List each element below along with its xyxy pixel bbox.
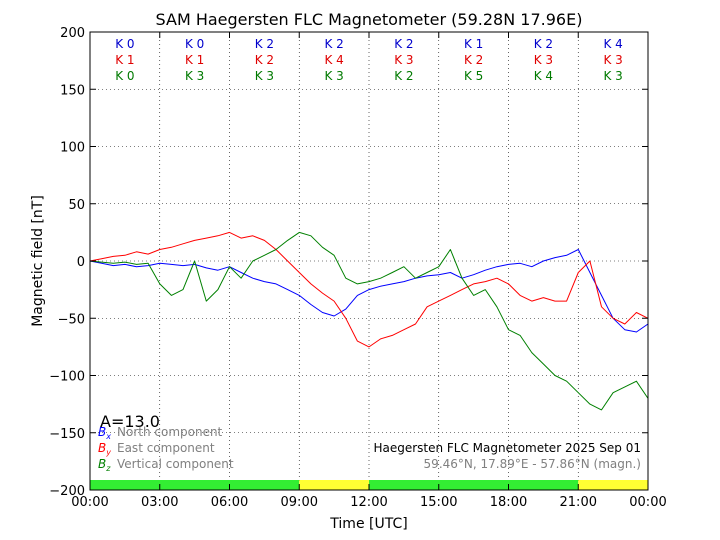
station-info-line2: 59.46°N, 17.89°E - 57.86°N (magn.): [424, 457, 641, 471]
y-tick-label-1: −150: [49, 427, 85, 442]
k-index-north-4: K 2: [394, 37, 413, 51]
k-index-table: K 0 K 0 K 2 K 2 K 2 K 1 K 2 K 4 K 1 K 1 K 2 K 4 K 3 K…: [115, 37, 623, 83]
x-tick-label-0: 00:00: [71, 495, 108, 510]
k-index-north-7: K 4: [603, 37, 622, 51]
x-tick-label-5: 15:00: [420, 495, 457, 510]
x-tick-label-6: 18:00: [490, 495, 527, 510]
k-index-east-6: K 3: [534, 53, 553, 67]
y-tick-label-4: 0: [77, 255, 85, 270]
activity-segment-0: [90, 480, 300, 490]
legend-label-north: North component: [117, 425, 223, 439]
legend-symbol-vertical: Bz: [98, 457, 111, 473]
y-tick-label-3: −50: [58, 312, 85, 327]
k-index-east-7: K 3: [603, 53, 622, 67]
k-index-east-1: K 1: [185, 53, 204, 67]
k-index-vertical-1: K 3: [185, 69, 204, 83]
x-axis-label: Time [UTC]: [329, 516, 407, 532]
k-index-vertical-6: K 4: [534, 69, 553, 83]
k-index-vertical-2: K 3: [255, 69, 274, 83]
k-index-north-1: K 0: [185, 37, 204, 51]
activity-segment-2: [369, 480, 579, 490]
y-tick-label-2: −100: [49, 370, 85, 385]
y-tick-label-7: 150: [60, 83, 85, 98]
axis-ticks: [89, 31, 649, 491]
x-tick-label-2: 06:00: [211, 495, 248, 510]
a-index-label: A=13.0: [100, 412, 160, 431]
k-index-north-3: K 2: [324, 37, 343, 51]
series-lines: [89, 231, 649, 411]
x-tick-label-3: 09:00: [281, 495, 318, 510]
legend: Bx North component By East component Bz …: [98, 425, 234, 473]
series-line-vertical: [89, 231, 649, 411]
x-tick-label-4: 12:00: [350, 495, 387, 510]
k-index-east-3: K 4: [324, 53, 343, 67]
series-line-north: [89, 249, 649, 333]
activity-segment-1: [299, 480, 369, 490]
chart-title: SAM Haegersten FLC Magnetometer (59.28N …: [156, 10, 583, 29]
y-tick-label-6: 100: [60, 141, 85, 156]
k-index-east-2: K 2: [255, 53, 274, 67]
y-tick-label-5: 50: [68, 198, 85, 213]
y-tick-label-0: −200: [49, 484, 85, 499]
k-index-vertical-5: K 5: [464, 69, 483, 83]
station-info-line1: Haegersten FLC Magnetometer 2025 Sep 01: [373, 441, 641, 455]
activity-segment-3: [578, 480, 648, 490]
k-index-vertical-4: K 2: [394, 69, 413, 83]
k-index-east-0: K 1: [115, 53, 134, 67]
x-tick-label-1: 03:00: [141, 495, 178, 510]
legend-symbol-east: By: [98, 441, 111, 457]
k-index-vertical-0: K 0: [115, 69, 134, 83]
k-index-vertical-3: K 3: [324, 69, 343, 83]
series-line-east: [89, 231, 649, 348]
k-index-north-6: K 2: [534, 37, 553, 51]
x-tick-labels: 00:00 03:00 06:00 09:00 12:00 15:00 18:00 21:00…: [71, 495, 666, 510]
legend-label-east: East component: [117, 441, 215, 455]
k-index-east-5: K 2: [464, 53, 483, 67]
y-tick-label-8: 200: [60, 26, 85, 41]
k-index-north-5: K 1: [464, 37, 483, 51]
k-index-north-2: K 2: [255, 37, 274, 51]
legend-label-vertical: Vertical component: [117, 457, 234, 471]
y-tick-labels: −200 −150 −100 −50 0 50 100 150 200: [49, 26, 85, 499]
x-tick-label-8: 00:00: [629, 495, 666, 510]
legend-item-vertical: Bz Vertical component: [98, 457, 234, 473]
y-axis-label: Magnetic field [nT]: [30, 195, 46, 327]
k-index-vertical-7: K 3: [603, 69, 622, 83]
legend-item-north: Bx North component: [98, 425, 223, 441]
legend-symbol-north: Bx: [98, 425, 111, 441]
x-tick-label-7: 21:00: [560, 495, 597, 510]
k-index-north-0: K 0: [115, 37, 134, 51]
legend-item-east: By East component: [98, 441, 215, 457]
activity-bar: [90, 480, 648, 490]
k-index-east-4: K 3: [394, 53, 413, 67]
